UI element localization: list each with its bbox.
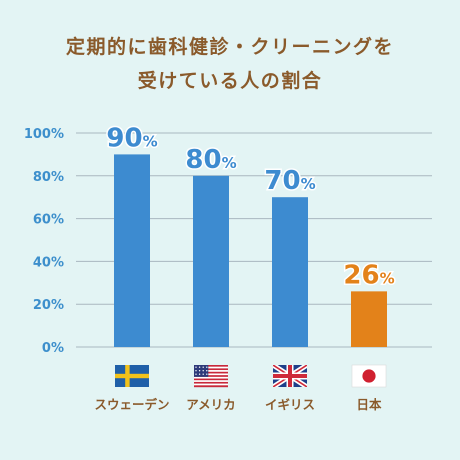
y-tick-label: 80% bbox=[33, 170, 64, 185]
x-category-label: イギリス bbox=[265, 397, 315, 412]
y-tick-label: 20% bbox=[33, 298, 64, 313]
x-category-label: スウェーデン bbox=[94, 397, 169, 412]
bar bbox=[114, 154, 150, 347]
x-category-label: アメリカ bbox=[186, 397, 235, 412]
bar-value-label: 26% bbox=[343, 260, 394, 290]
japan-flag bbox=[351, 364, 387, 388]
bar bbox=[272, 197, 308, 347]
y-tick-label: 100% bbox=[24, 127, 64, 142]
y-tick-label: 40% bbox=[33, 255, 64, 270]
sweden-flag bbox=[115, 365, 149, 387]
bar-value-label: 80% bbox=[185, 145, 236, 175]
y-tick-label: 0% bbox=[42, 341, 64, 356]
chart-title-line-1: 定期的に歯科健診・クリーニングを bbox=[65, 36, 394, 58]
chart-title-line-2: 受けている人の割合 bbox=[137, 70, 323, 92]
x-category-label: 日本 bbox=[356, 397, 382, 412]
bar-value-label: 70% bbox=[264, 166, 315, 196]
bar bbox=[351, 291, 387, 347]
y-tick-label: 60% bbox=[33, 213, 64, 228]
bar-value-label: 90% bbox=[106, 123, 157, 153]
usa-flag bbox=[194, 365, 228, 388]
uk-flag bbox=[273, 365, 307, 387]
bar bbox=[193, 175, 229, 347]
